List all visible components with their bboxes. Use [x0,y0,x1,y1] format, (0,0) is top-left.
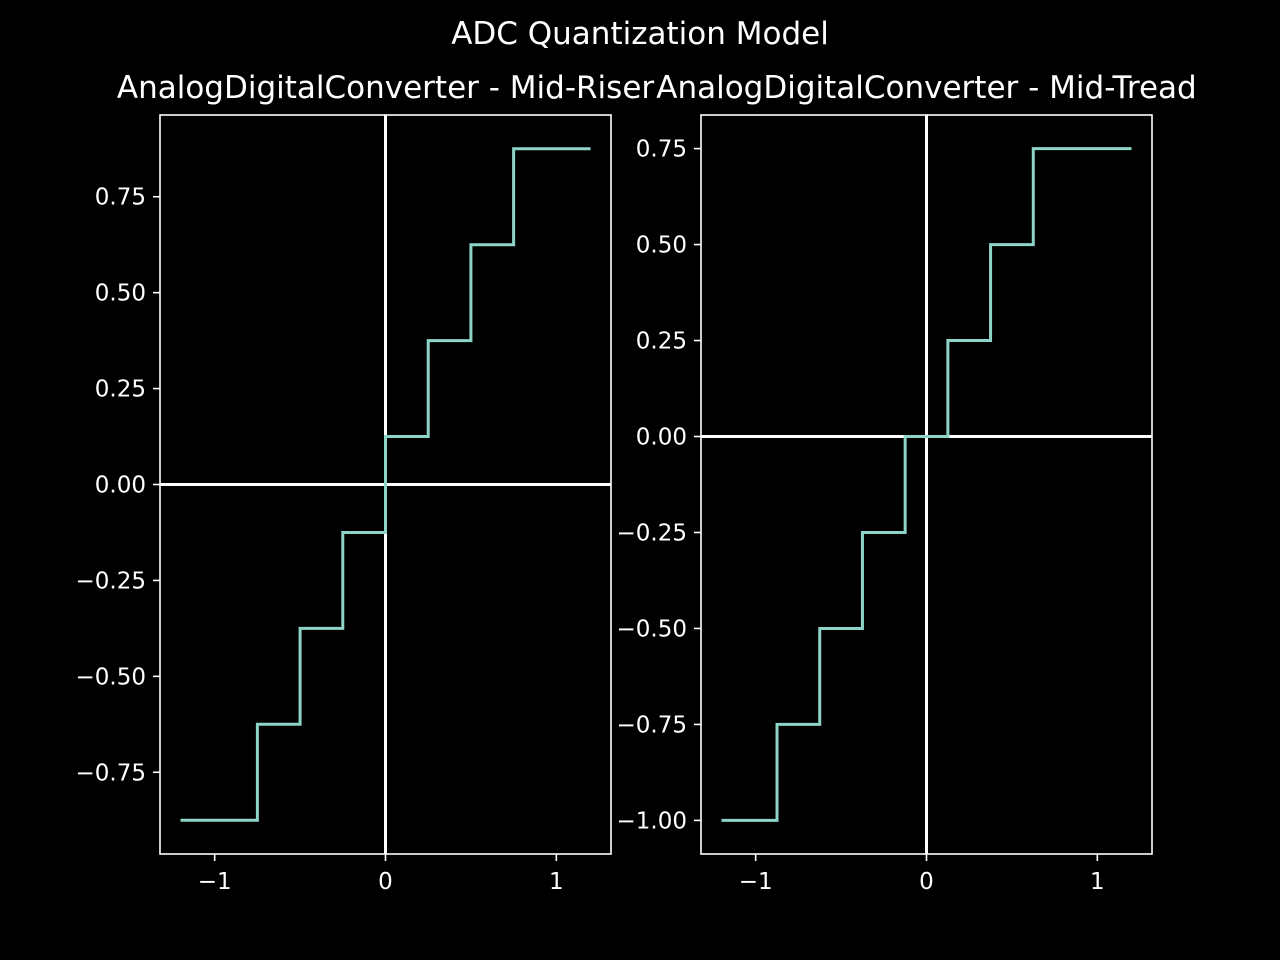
mid-tread-ytick-label: −1.00 [617,808,687,834]
mid-tread-step-series-line [721,147,1132,822]
mid-tread-xtick-label: 0 [919,869,934,895]
mid-tread-ytick-label: 0.50 [636,233,687,259]
mid-riser-ytick-label: 0.50 [95,281,146,307]
mid-riser-xtick-label: −1 [198,869,232,895]
mid-riser-ytick-label: 0.25 [95,377,146,403]
mid-tread-ytick-label: −0.25 [617,520,687,546]
mid-riser-ytick-label: −0.50 [76,664,146,690]
mid-riser-xtick-label: 0 [378,869,393,895]
mid-tread-ytick-label: 0.75 [636,137,687,163]
mid-tread-ytick-label: 0.25 [636,329,687,355]
mid-riser-step-series-line [180,147,591,822]
mid-riser-ytick-label: 0.75 [95,185,146,211]
mid-tread-ytick-label: −0.75 [617,712,687,738]
figure-suptitle: ADC Quantization Model [451,16,829,52]
mid-tread-title: AnalogDigitalConverter - Mid-Tread [656,70,1197,106]
mid-tread-ytick-label: 0.00 [636,425,687,451]
mid-tread-xtick-label: 1 [1090,869,1105,895]
mid-tread-axes: AnalogDigitalConverter - Mid-Tread −1 0 1 −1… [617,70,1197,895]
mid-tread-axes-frame [700,114,1153,855]
mid-riser-axes: AnalogDigitalConverter - Mid-Riser −1 0 1 −0… [76,70,655,895]
mid-tread-ytick-label: −0.50 [617,616,687,642]
mid-riser-xtick-label: 1 [549,869,564,895]
mid-riser-ytick-label: −0.25 [76,568,146,594]
mid-riser-ytick-label: 0.00 [95,473,146,499]
mid-riser-ytick-label: −0.75 [76,760,146,786]
mid-riser-axes-frame [159,114,612,855]
mid-tread-xtick-label: −1 [739,869,773,895]
mid-riser-title: AnalogDigitalConverter - Mid-Riser [117,70,655,106]
